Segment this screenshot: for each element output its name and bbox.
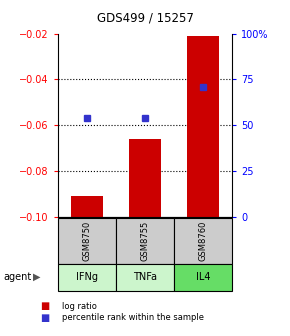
Bar xyxy=(174,264,232,291)
Text: ■: ■ xyxy=(41,312,50,323)
Text: agent: agent xyxy=(3,272,31,282)
Text: ▶: ▶ xyxy=(33,272,41,282)
Bar xyxy=(58,218,116,264)
Text: GSM8750: GSM8750 xyxy=(82,221,92,261)
Bar xyxy=(187,36,219,217)
Bar xyxy=(174,218,232,264)
Text: GSM8755: GSM8755 xyxy=(140,221,150,261)
Bar xyxy=(58,264,116,291)
Text: GDS499 / 15257: GDS499 / 15257 xyxy=(97,12,193,25)
Text: TNFa: TNFa xyxy=(133,272,157,282)
Bar xyxy=(71,196,103,217)
Text: percentile rank within the sample: percentile rank within the sample xyxy=(62,313,204,322)
Text: GSM8760: GSM8760 xyxy=(198,221,208,261)
Text: IFNg: IFNg xyxy=(76,272,98,282)
Bar xyxy=(116,218,174,264)
Text: log ratio: log ratio xyxy=(62,302,97,311)
Text: IL4: IL4 xyxy=(196,272,210,282)
Bar xyxy=(129,139,161,217)
Text: ■: ■ xyxy=(41,301,50,311)
Bar xyxy=(116,264,174,291)
